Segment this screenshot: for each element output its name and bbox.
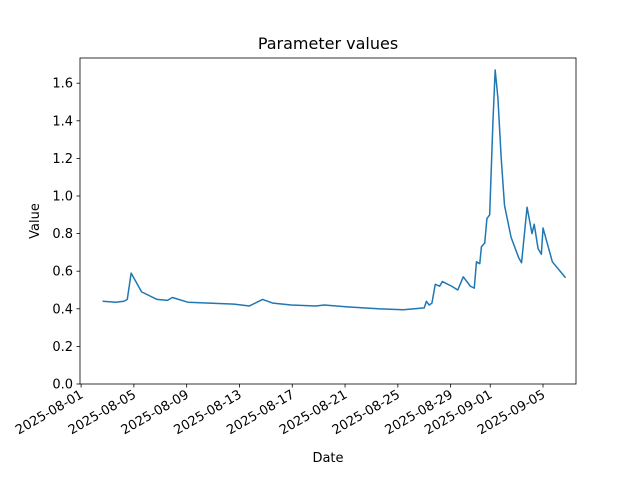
y-tick-label: 1.6 bbox=[52, 77, 73, 92]
plot-frame bbox=[79, 57, 577, 385]
y-axis-label: Value bbox=[28, 203, 43, 239]
data-line bbox=[102, 69, 567, 311]
chart-title: Parameter values bbox=[258, 34, 398, 53]
y-tick-label: 1.4 bbox=[52, 114, 73, 129]
y-tick-label: 1.2 bbox=[52, 152, 73, 167]
y-tick-label: 0.2 bbox=[52, 340, 73, 355]
y-tick-label: 0.6 bbox=[52, 265, 73, 280]
y-tick-label: 0.8 bbox=[52, 227, 73, 242]
x-axis-label: Date bbox=[312, 451, 343, 466]
y-tick-label: 0.0 bbox=[52, 378, 73, 393]
y-tick-label: 0.4 bbox=[52, 302, 73, 317]
y-tick-label: 1.0 bbox=[52, 189, 73, 204]
